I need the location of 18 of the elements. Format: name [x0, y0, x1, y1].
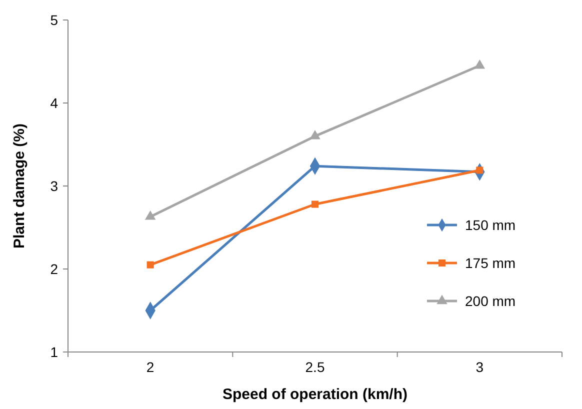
y-tick-label: 4 [50, 94, 58, 111]
x-tick-label: 2 [146, 359, 154, 375]
point [310, 130, 320, 140]
y-tick-label: 3 [50, 178, 58, 194]
y-tick-label: 1 [50, 344, 58, 360]
x-axis-title: Speed of operation (km/h) [222, 386, 408, 403]
point [474, 59, 486, 69]
point [144, 210, 156, 220]
legend-label: 150 mm [465, 216, 516, 233]
x-tick-label: 3 [476, 359, 484, 375]
point [311, 200, 319, 208]
point [146, 261, 154, 268]
y-tick-label: 5 [50, 12, 58, 28]
y-tick-label: 2 [50, 260, 58, 277]
y-axis-title: Plant damage (%) [11, 123, 28, 249]
x-tick-label: 2.5 [305, 359, 325, 375]
legend-label: 200 mm [465, 292, 516, 309]
legend-label: 175 mm [465, 254, 516, 271]
